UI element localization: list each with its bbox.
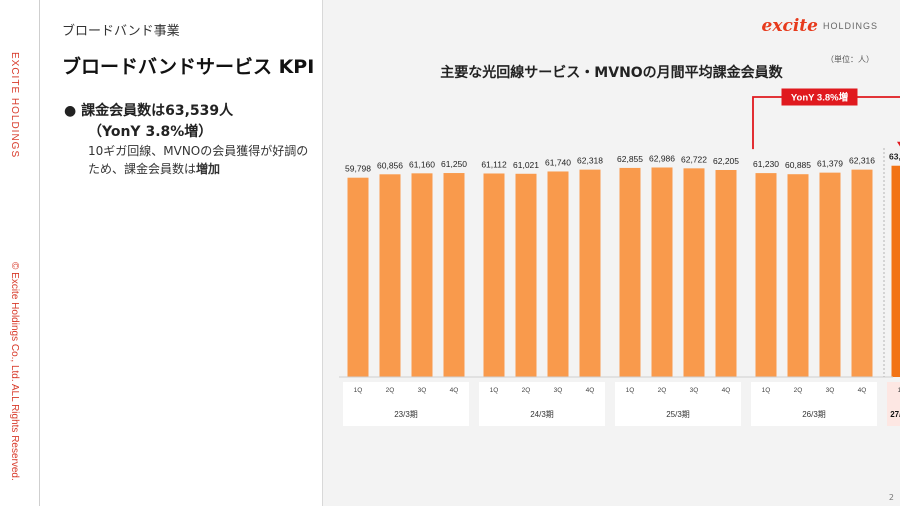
bar — [411, 173, 433, 377]
bullet-main-text: 課金会員数は63,539人 — [81, 103, 234, 119]
data-label: 62,855 — [617, 154, 643, 164]
period-label: 24/3期 — [530, 410, 554, 419]
bar — [891, 165, 900, 377]
bullet-main: ● 課金会員数は63,539人 — [64, 103, 234, 119]
side-rail: EXCITE HOLDINGS © Excite Holdings Co., L… — [0, 0, 40, 506]
bar — [819, 172, 841, 377]
data-label: 62,986 — [649, 153, 675, 163]
period-band — [343, 382, 469, 426]
description-text: 10ギガ回線、MVNOの会員獲得が好調のため、課金会員数は — [88, 144, 309, 176]
period-band — [479, 382, 605, 426]
data-label: 61,021 — [513, 160, 539, 170]
bar — [619, 167, 641, 377]
data-label: 62,722 — [681, 154, 707, 164]
quarter-label: 1Q — [354, 387, 363, 394]
description: 10ギガ回線、MVNOの会員獲得が好調のため、課金会員数は増加 — [88, 142, 316, 178]
quarter-label: 4Q — [450, 387, 459, 394]
period-band — [615, 382, 741, 426]
quarter-label: 1Q — [626, 387, 635, 394]
bar — [851, 169, 873, 377]
period-label: 25/3期 — [666, 410, 690, 419]
bar — [787, 174, 809, 377]
quarter-label: 2Q — [522, 387, 531, 394]
description-bold: 増加 — [196, 162, 221, 176]
bar — [715, 169, 737, 377]
data-label: 60,885 — [785, 160, 811, 170]
data-label: 60,856 — [377, 160, 403, 170]
bullet-sub: （YonY 3.8%増） — [88, 124, 213, 140]
data-label: 61,112 — [481, 159, 507, 169]
quarter-label: 3Q — [690, 387, 699, 394]
chart-panel: excite HOLDINGS （単位：人） 主要な光回線サービス・MVNOの月… — [323, 0, 900, 506]
logo-word: excite — [761, 16, 818, 36]
data-label: 61,379 — [817, 159, 843, 169]
data-label: 62,318 — [577, 156, 603, 166]
bar — [379, 174, 401, 377]
callout-arrowhead — [897, 141, 900, 147]
data-label: 61,160 — [409, 159, 435, 169]
data-label: 62,205 — [713, 156, 739, 166]
quarter-label: 4Q — [586, 387, 595, 394]
bar — [347, 177, 369, 377]
company-logo: excite HOLDINGS — [762, 16, 878, 36]
quarter-label: 2Q — [386, 387, 395, 394]
quarter-label: 3Q — [826, 387, 835, 394]
quarter-label: 2Q — [794, 387, 803, 394]
bar — [755, 173, 777, 377]
bar — [483, 173, 505, 377]
unit-label: （単位：人） — [826, 55, 874, 64]
bar — [443, 173, 465, 377]
quarter-label: 1Q — [898, 387, 900, 394]
left-panel: ブロードバンド事業 ブロードバンドサービス KPI ● 課金会員数は63,539… — [40, 0, 322, 506]
divider — [322, 0, 323, 506]
data-label: 61,740 — [545, 157, 571, 167]
logo-holdings: HOLDINGS — [822, 21, 878, 31]
sidebar-company: EXCITE HOLDINGS — [9, 52, 20, 159]
bar — [651, 167, 673, 377]
period-band — [751, 382, 877, 426]
period-label: 27/3期 — [890, 409, 900, 419]
callout-label: YonY 3.8%増 — [791, 92, 849, 104]
bar — [547, 171, 569, 377]
data-label: 63,539 — [889, 152, 900, 162]
quarter-label: 1Q — [490, 387, 499, 394]
bar — [579, 169, 601, 377]
chart-title: 主要な光回線サービス・MVNOの月間平均課金会員数 — [440, 65, 783, 81]
callout-box — [781, 88, 858, 106]
data-label: 59,798 — [345, 164, 371, 174]
quarter-label: 3Q — [418, 387, 427, 394]
period-label: 26/3期 — [802, 410, 826, 419]
sidebar-copyright: © Excite Holdings Co., Ltd. ALL Rights R… — [9, 262, 20, 481]
quarter-label: 2Q — [658, 387, 667, 394]
page-title: ブロードバンドサービス KPI — [62, 56, 315, 78]
quarter-label: 4Q — [858, 387, 867, 394]
page-number: 2 — [888, 493, 894, 502]
period-band — [887, 382, 900, 426]
period-label: 23/3期 — [394, 410, 418, 419]
data-label: 61,250 — [441, 159, 467, 169]
data-label: 61,230 — [753, 159, 779, 169]
section-label: ブロードバンド事業 — [62, 24, 180, 39]
quarter-label: 4Q — [722, 387, 731, 394]
quarter-label: 1Q — [762, 387, 771, 394]
quarter-label: 3Q — [554, 387, 563, 394]
data-label: 62,316 — [849, 156, 875, 166]
bar-chart: 23/3期 59,798 1Q 60,856 2Q 61,160 3Q 61,250 4Q 24/… — [339, 88, 900, 426]
bar — [683, 168, 705, 377]
bar — [515, 173, 537, 377]
